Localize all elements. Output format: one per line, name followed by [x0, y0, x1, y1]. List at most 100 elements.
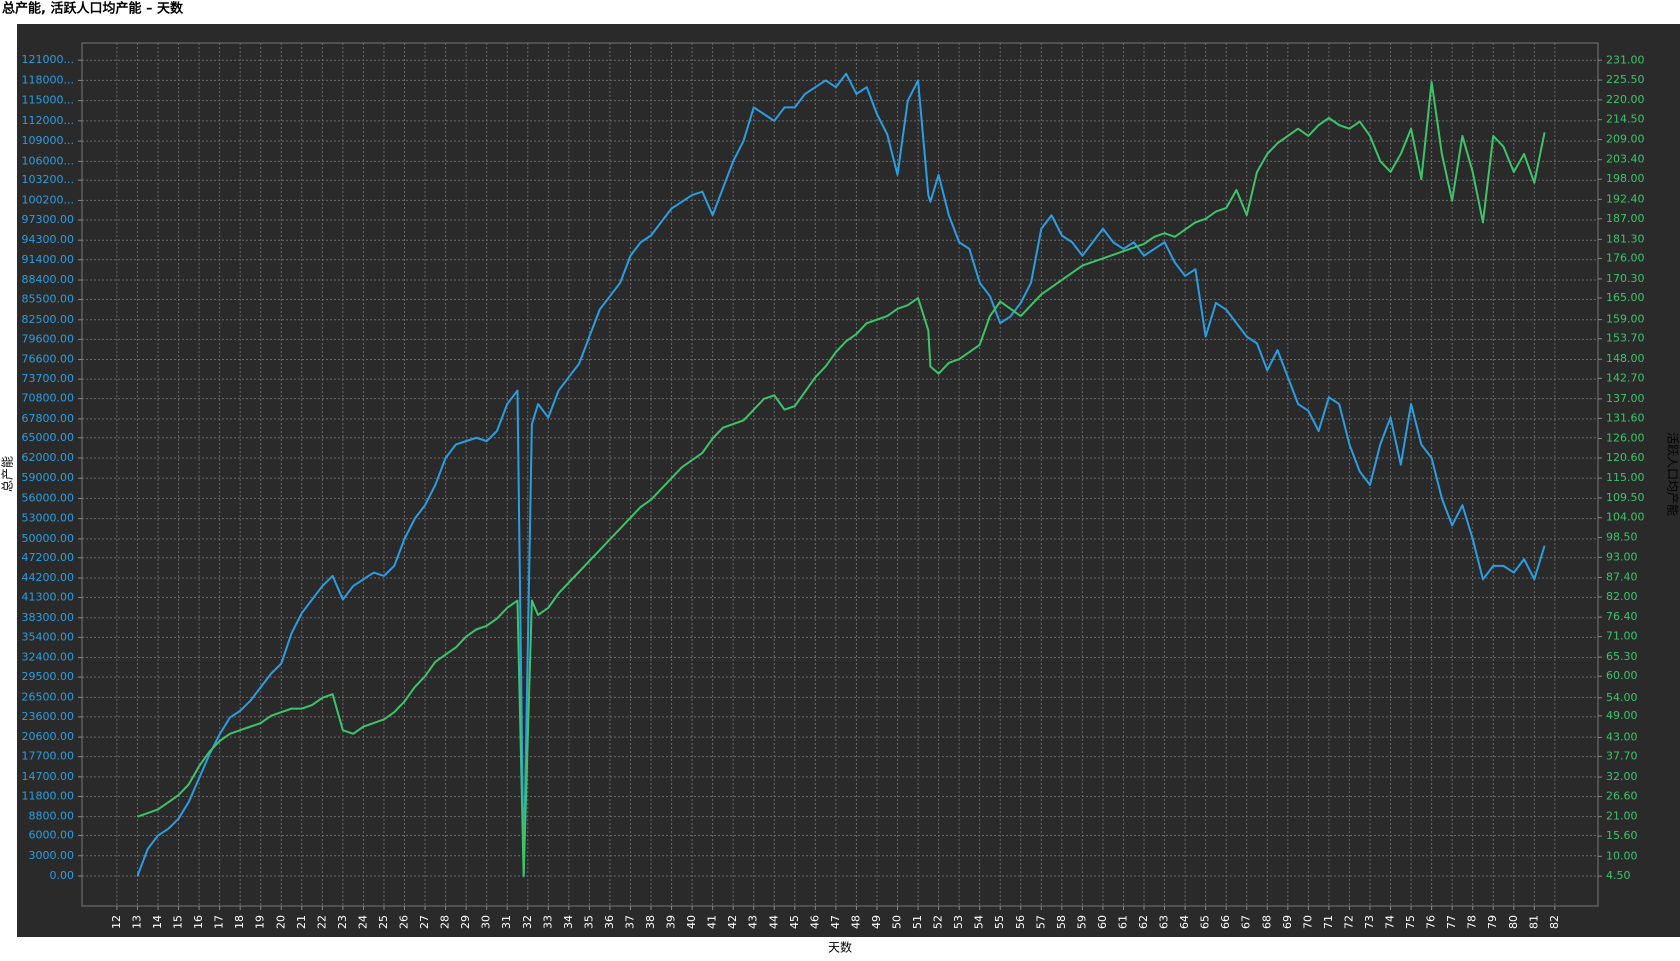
x-tick-label: 51: [911, 915, 924, 929]
x-tick-label: 67: [1240, 915, 1253, 929]
y2-tick-label: 209.00: [1606, 133, 1645, 146]
x-tick-label: 32: [521, 915, 534, 929]
x-tick-label: 33: [541, 915, 554, 929]
x-tick-label: 62: [1137, 915, 1150, 929]
x-tick-label: 59: [1075, 915, 1088, 929]
x-tick-label: 24: [356, 915, 369, 929]
y2-tick-label: 131.60: [1606, 411, 1645, 424]
y2-tick-label: 82.00: [1606, 590, 1638, 603]
x-tick-label: 48: [849, 915, 862, 929]
y2-tick-label: 176.00: [1606, 251, 1645, 264]
x-tick-label: 77: [1445, 915, 1458, 929]
y-tick-label: 76600.00: [22, 353, 75, 366]
y-tick-label: 20600.00: [22, 730, 75, 743]
y2-tick-label: 198.00: [1606, 172, 1645, 185]
x-tick-label: 13: [130, 915, 143, 929]
y2-tick-label: 137.00: [1606, 392, 1645, 405]
x-tick-label: 53: [952, 915, 965, 929]
y-tick-label: 11800.00: [22, 789, 75, 802]
y2-tick-label: 170.30: [1606, 272, 1645, 285]
y2-tick-label: 115.00: [1606, 471, 1645, 484]
y2-tick-label: 225.50: [1606, 73, 1645, 86]
x-tick-label: 52: [932, 915, 945, 929]
x-tick-label: 35: [582, 915, 595, 929]
x-tick-label: 21: [295, 915, 308, 929]
x-tick-label: 44: [767, 915, 780, 929]
x-tick-label: 38: [644, 915, 657, 929]
x-tick-label: 22: [315, 915, 328, 929]
y2-tick-label: 120.60: [1606, 451, 1645, 464]
y-tick-label: 17700.00: [22, 750, 75, 763]
y2-tick-label: 37.70: [1606, 750, 1638, 763]
x-tick-label: 64: [1178, 915, 1191, 929]
y2-tick-label: 203.40: [1606, 153, 1645, 166]
x-tick-label: 79: [1486, 915, 1499, 929]
y-tick-label: 118000...: [22, 73, 74, 86]
x-tick-label: 23: [336, 915, 349, 929]
y-tick-label: 59000.00: [22, 471, 75, 484]
y-tick-label: 70800.00: [22, 392, 75, 405]
plot-area: [81, 42, 1599, 907]
y-tick-label: 56000.00: [22, 491, 75, 504]
y2-tick-label: 60.00: [1606, 669, 1638, 682]
x-tick-label: 60: [1096, 915, 1109, 929]
y-tick-label: 3000.00: [29, 849, 75, 862]
x-tick-label: 20: [274, 915, 287, 929]
x-tick-label: 37: [623, 915, 636, 929]
y2-tick-label: 54.00: [1606, 691, 1638, 704]
y-tick-label: 41300.00: [22, 591, 75, 604]
x-tick-label: 45: [788, 915, 801, 929]
x-tick-label: 34: [562, 915, 575, 929]
x-tick-label: 36: [603, 915, 616, 929]
x-tick-label: 30: [480, 915, 493, 929]
y-tick-label: 8800.00: [29, 810, 75, 823]
y-tick-label: 112000...: [22, 114, 74, 127]
y-tick-label: 53000.00: [22, 512, 75, 525]
x-tick-label: 75: [1404, 915, 1417, 929]
y-tick-label: 35400.00: [22, 630, 75, 643]
y-tick-label: 85500.00: [22, 293, 75, 306]
x-tick-label: 74: [1384, 915, 1397, 929]
y-tick-label: 106000...: [22, 154, 74, 167]
x-tick-label: 73: [1363, 915, 1376, 929]
y-tick-label: 38300.00: [22, 611, 75, 624]
y2-tick-label: 231.00: [1606, 53, 1645, 66]
y2-tick-label: 26.60: [1606, 790, 1638, 803]
x-tick-label: 72: [1342, 915, 1355, 929]
y2-tick-label: 109.50: [1606, 491, 1645, 504]
x-tick-label: 70: [1301, 915, 1314, 929]
y2-tick-label: 98.50: [1606, 531, 1638, 544]
y-tick-label: 97300.00: [22, 213, 75, 226]
y-tick-label: 32400.00: [22, 651, 75, 664]
y-axis-label: 总产能: [1, 456, 15, 492]
x-tick-label: 66: [1219, 915, 1232, 929]
x-tick-label: 43: [747, 915, 760, 929]
x-tick-label: 28: [439, 915, 452, 929]
x-tick-label: 29: [459, 915, 472, 929]
y2-tick-label: 142.70: [1606, 371, 1645, 384]
chart-title: 总产能, 活跃人口均产能 – 天数: [2, 1, 184, 17]
x-tick-label: 82: [1548, 915, 1561, 929]
y2-tick-label: 126.00: [1606, 431, 1645, 444]
y-tick-label: 14700.00: [22, 770, 75, 783]
y-tick-label: 67800.00: [22, 412, 75, 425]
y2-tick-label: 187.00: [1606, 212, 1645, 225]
y-tick-label: 82500.00: [22, 313, 75, 326]
y-tick-label: 6000.00: [29, 829, 75, 842]
y-tick-label: 0.00: [50, 869, 75, 882]
x-tick-label: 31: [500, 915, 513, 929]
x-tick-label: 58: [1055, 915, 1068, 929]
y2-tick-label: 192.40: [1606, 192, 1645, 205]
x-tick-label: 46: [808, 915, 821, 929]
x-tick-label: 68: [1260, 915, 1273, 929]
x-tick-label: 56: [1014, 915, 1027, 929]
x-tick-label: 57: [1034, 915, 1047, 929]
y-tick-label: 26500.00: [22, 690, 75, 703]
x-tick-label: 25: [377, 915, 390, 929]
x-tick-label: 78: [1466, 915, 1479, 929]
y-tick-label: 91400.00: [22, 253, 75, 266]
x-tick-label: 16: [192, 915, 205, 929]
y2-tick-label: 71.00: [1606, 630, 1638, 643]
x-tick-label: 71: [1322, 915, 1335, 929]
y2-tick-label: 21.00: [1606, 810, 1638, 823]
